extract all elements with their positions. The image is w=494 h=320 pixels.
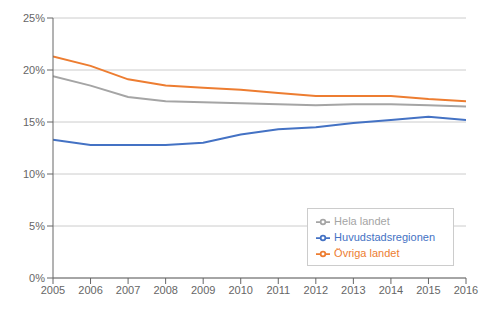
svg-text:15%: 15% xyxy=(23,116,45,128)
html-text:Övriga landet: Övriga landet xyxy=(334,246,400,259)
svg-text:2013: 2013 xyxy=(341,284,365,296)
svg-text:2008: 2008 xyxy=(153,284,177,296)
html-text:Huvudstadsregionen: Huvudstadsregionen xyxy=(334,230,435,243)
svg-text:5%: 5% xyxy=(29,220,45,232)
svg-text:2016: 2016 xyxy=(454,284,478,296)
svg-text:2010: 2010 xyxy=(228,284,252,296)
svg-text:25%: 25% xyxy=(23,12,45,24)
svg-text:2011: 2011 xyxy=(266,284,290,296)
svg-text:2009: 2009 xyxy=(191,284,215,296)
svg-text:2012: 2012 xyxy=(304,284,328,296)
svg-text:2015: 2015 xyxy=(416,284,440,296)
svg-text:2006: 2006 xyxy=(78,284,102,296)
svg-text:0%: 0% xyxy=(29,272,45,284)
svg-text:2014: 2014 xyxy=(379,284,403,296)
svg-text:2005: 2005 xyxy=(41,284,65,296)
html-text:Hela landet: Hela landet xyxy=(334,214,390,227)
svg-text:10%: 10% xyxy=(23,168,45,180)
svg-text:2007: 2007 xyxy=(116,284,140,296)
svg-text:20%: 20% xyxy=(23,64,45,76)
